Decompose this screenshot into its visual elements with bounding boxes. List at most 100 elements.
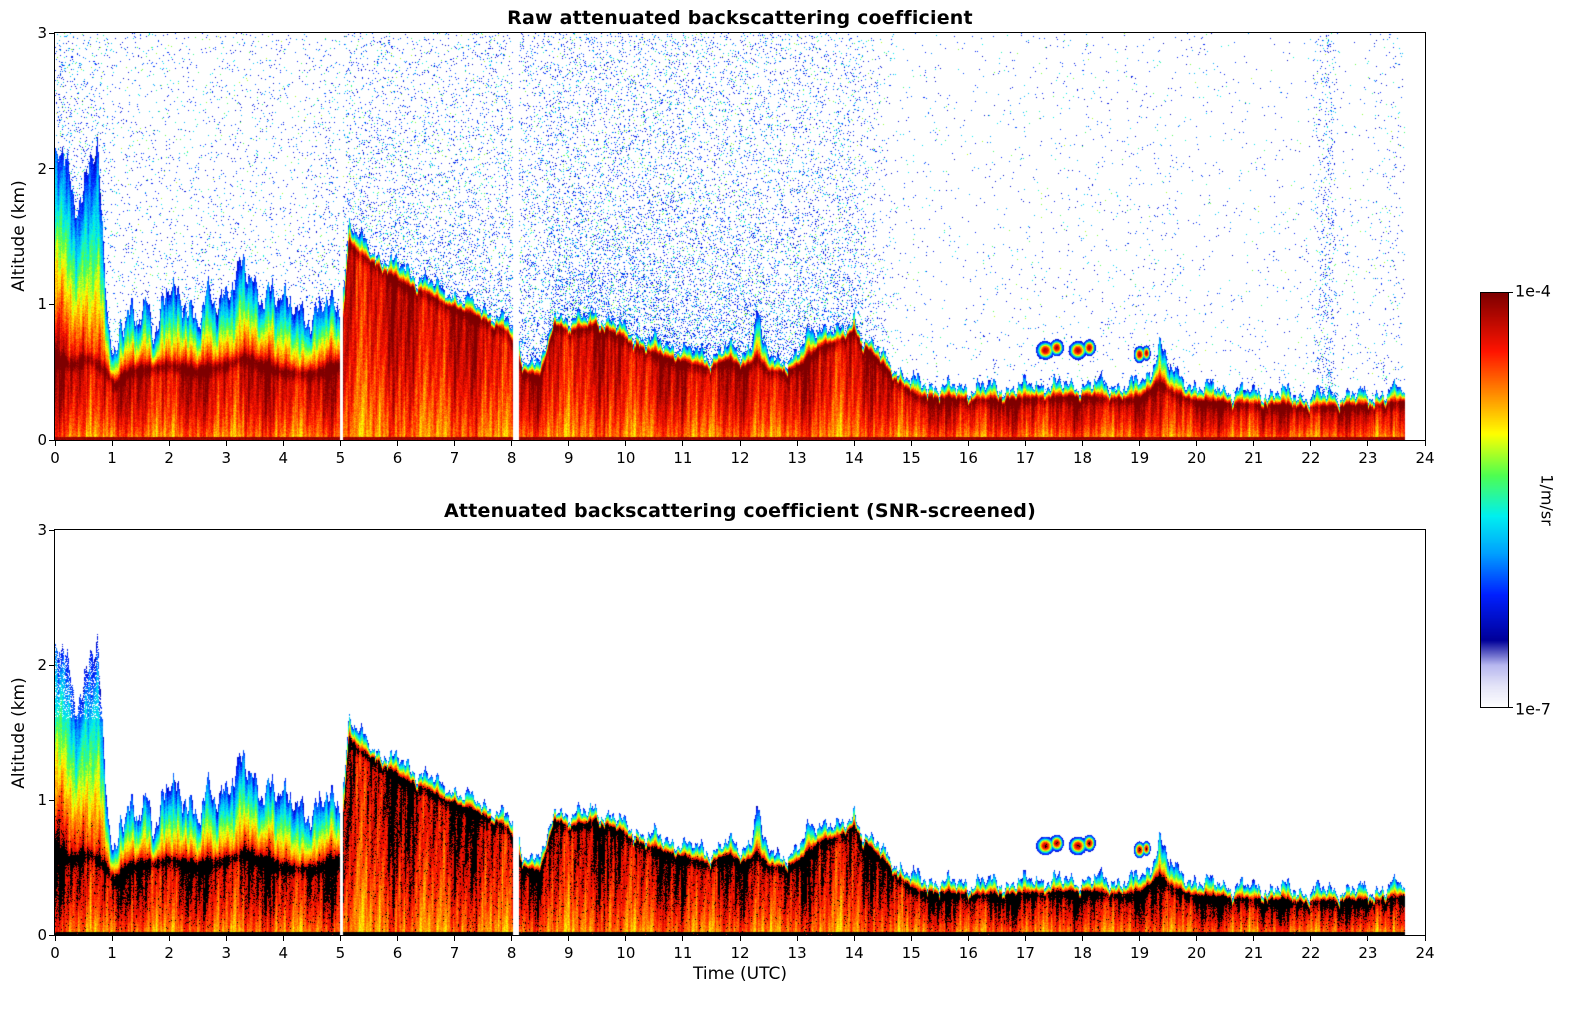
x-tick-label: 3 [221,944,232,962]
y-tick-label: 0 [37,926,47,944]
x-tick-label: 7 [449,944,460,962]
x-tick-label: 17 [1015,449,1035,467]
x-tick-label: 21 [1244,944,1264,962]
x-tick-label: 2 [164,944,174,962]
x-tick-label: 9 [563,449,574,467]
x-tick [1253,936,1255,941]
y-tick [49,168,54,170]
x-tick-label: 0 [50,944,60,962]
x-tick-label: 1 [107,944,117,962]
x-tick [1082,936,1083,941]
x-tick [54,441,56,446]
x-tick [1196,936,1198,941]
x-tick-label: 20 [1187,449,1207,467]
x-tick [853,936,855,941]
x-tick [910,936,912,941]
screened-plot-area [54,529,1426,936]
x-tick-label: 22 [1301,944,1321,962]
x-tick-label: 23 [1358,944,1378,962]
x-tick-label: 18 [1072,944,1093,962]
y-tick-label: 1 [37,791,47,809]
x-tick-label: 22 [1301,449,1321,467]
x-tick [967,441,969,446]
x-tick-label: 4 [278,449,289,467]
x-tick-label: 19 [1130,449,1150,467]
x-tick-label: 21 [1244,449,1264,467]
x-tick [682,441,684,446]
x-tick [739,936,741,941]
x-tick-label: 19 [1130,944,1150,962]
x-tick [967,936,969,941]
x-tick-label: 16 [958,449,978,467]
x-tick-label: 11 [673,944,693,962]
x-tick-label: 10 [616,944,636,962]
x-tick-label: 23 [1358,449,1378,467]
x-tick-label: 24 [1415,944,1435,962]
x-tick [1424,441,1426,446]
x-tick-label: 1 [107,449,117,467]
y-tick-label: 3 [37,24,47,42]
x-tick [853,441,855,446]
y-tick-label: 2 [37,159,47,178]
x-tick [397,441,398,446]
y-tick-label: 0 [37,431,47,449]
x-tick [111,441,113,446]
x-tick-label: 13 [787,944,807,962]
x-tick-label: 11 [673,449,693,467]
x-tick-label: 5 [335,449,346,467]
colorbar-min-tick [1509,707,1513,708]
x-tick [1310,441,1312,446]
x-tick [111,936,113,941]
x-tick-label: 8 [506,449,517,467]
x-tick [625,936,627,941]
y-tick [49,799,54,801]
x-tick [454,441,456,446]
x-tick [1310,936,1312,941]
x-tick [568,441,570,446]
x-tick [1196,441,1198,446]
x-tick-label: 6 [392,944,403,962]
x-tick [1024,936,1026,941]
y-tick [49,303,54,305]
x-tick [1139,936,1141,941]
x-tick-label: 14 [844,449,864,467]
screened-heatmap-canvas [55,530,1425,935]
raw-y-axis-label: Altitude (km) [9,180,29,292]
x-tick [739,441,741,446]
x-tick [168,441,170,446]
x-tick [1424,936,1426,941]
x-tick [1367,441,1369,446]
x-tick-label: 15 [901,449,921,467]
x-tick [454,936,456,941]
x-tick-label: 20 [1187,944,1207,962]
x-tick [54,936,56,941]
x-tick [1082,441,1083,446]
x-tick-label: 16 [958,944,978,962]
raw-panel-title: Raw attenuated backscattering coefficien… [507,7,973,29]
x-tick [1024,441,1026,446]
x-tick-label: 2 [164,449,174,467]
x-tick [796,936,798,941]
x-tick-label: 4 [278,944,289,962]
y-tick [49,32,54,34]
x-tick [625,441,627,446]
x-tick [225,936,227,941]
x-axis-label: Time (UTC) [693,964,787,984]
x-tick-label: 14 [844,944,864,962]
raw-heatmap-canvas [55,33,1425,440]
x-tick-label: 6 [392,449,403,467]
x-tick-label: 7 [449,449,460,467]
colorbar-unit-label: 1/m/sr [1537,474,1557,526]
x-tick [397,936,398,941]
x-tick [225,441,227,446]
screened-y-axis-label: Altitude (km) [9,677,29,789]
colorbar-max-tick [1509,292,1513,293]
x-tick-label: 18 [1072,449,1093,467]
y-tick [49,664,54,666]
x-tick [796,441,798,446]
y-tick-label: 3 [37,521,47,539]
x-tick [1367,936,1369,941]
x-tick [511,441,513,446]
x-tick-label: 0 [50,449,60,467]
x-tick [168,936,170,941]
